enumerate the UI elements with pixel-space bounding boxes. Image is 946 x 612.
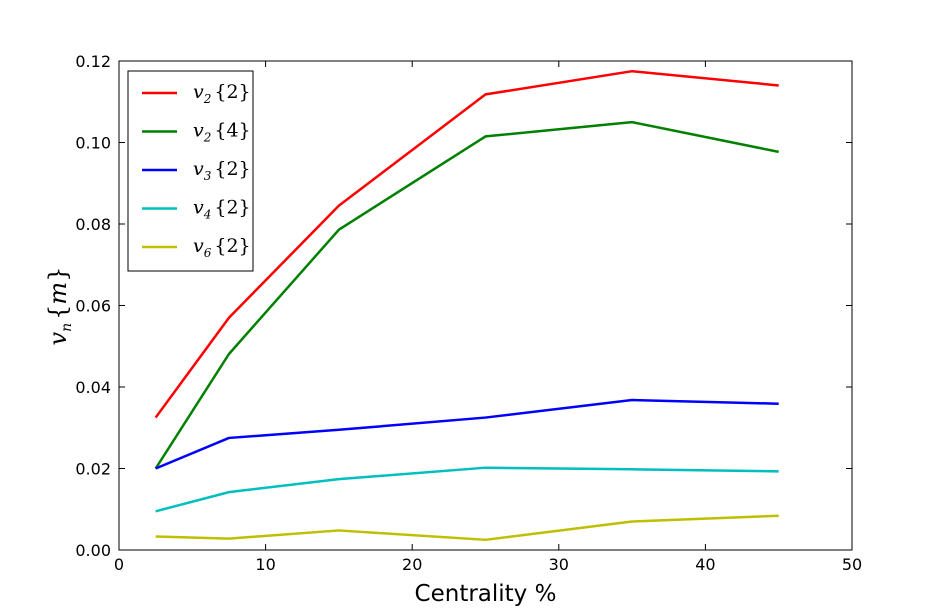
- series-line-v24: [154, 120, 779, 470]
- x-tick-label-0: 0: [114, 555, 124, 574]
- series-line-v62: [155, 514, 779, 542]
- series-layer: [154, 69, 779, 542]
- x-axis-title: Centrality %: [415, 581, 557, 607]
- y-tick-label-5: 0.10: [75, 134, 111, 153]
- series-line-v32: [155, 398, 779, 470]
- legend-item-v42: v4 {2}: [142, 197, 251, 222]
- legend-label-4: v6 {2}: [193, 235, 251, 260]
- svg-text:vn{m}: vn{m}: [44, 267, 75, 346]
- series-line-v42: [155, 466, 779, 513]
- legend-item-v24: v2 {4}: [142, 120, 251, 145]
- tick-labels-layer: 0 10 20 30 40 50 0.00 0.02 0.04 0.06 0.08 0.10 0.12: [75, 52, 862, 574]
- legend-item-v22: v2 {2}: [142, 81, 251, 106]
- x-tick-label-2: 20: [402, 555, 422, 574]
- legend-label-1: v2 {4}: [193, 120, 251, 145]
- ticks-layer: [118, 60, 853, 551]
- y-tick-label-3: 0.06: [75, 297, 111, 316]
- x-tick-label-1: 10: [255, 555, 275, 574]
- y-tick-label-1: 0.02: [75, 460, 111, 479]
- x-tick-label-3: 30: [549, 555, 569, 574]
- plot-area-frame: [118, 60, 853, 551]
- legend-label-3: v4 {2}: [193, 197, 251, 222]
- x-tick-label-5: 50: [842, 555, 862, 574]
- legend-item-v62: v6 {2}: [142, 235, 251, 260]
- legend-label-2: v3 {2}: [193, 158, 251, 183]
- y-tick-label-4: 0.08: [75, 215, 111, 234]
- x-tick-label-4: 40: [695, 555, 715, 574]
- legend: v2 {2} v2 {4} v3 {2} v4 {2} v6 {2}: [127, 70, 254, 272]
- y-axis-title: vn{m}: [44, 267, 75, 346]
- y-tick-label-0: 0.00: [75, 541, 111, 560]
- legend-item-v32: v3 {2}: [142, 158, 251, 183]
- y-tick-label-2: 0.04: [75, 378, 111, 397]
- y-tick-label-6: 0.12: [75, 52, 111, 71]
- series-line-v22: [154, 69, 779, 419]
- legend-label-0: v2 {2}: [193, 81, 251, 106]
